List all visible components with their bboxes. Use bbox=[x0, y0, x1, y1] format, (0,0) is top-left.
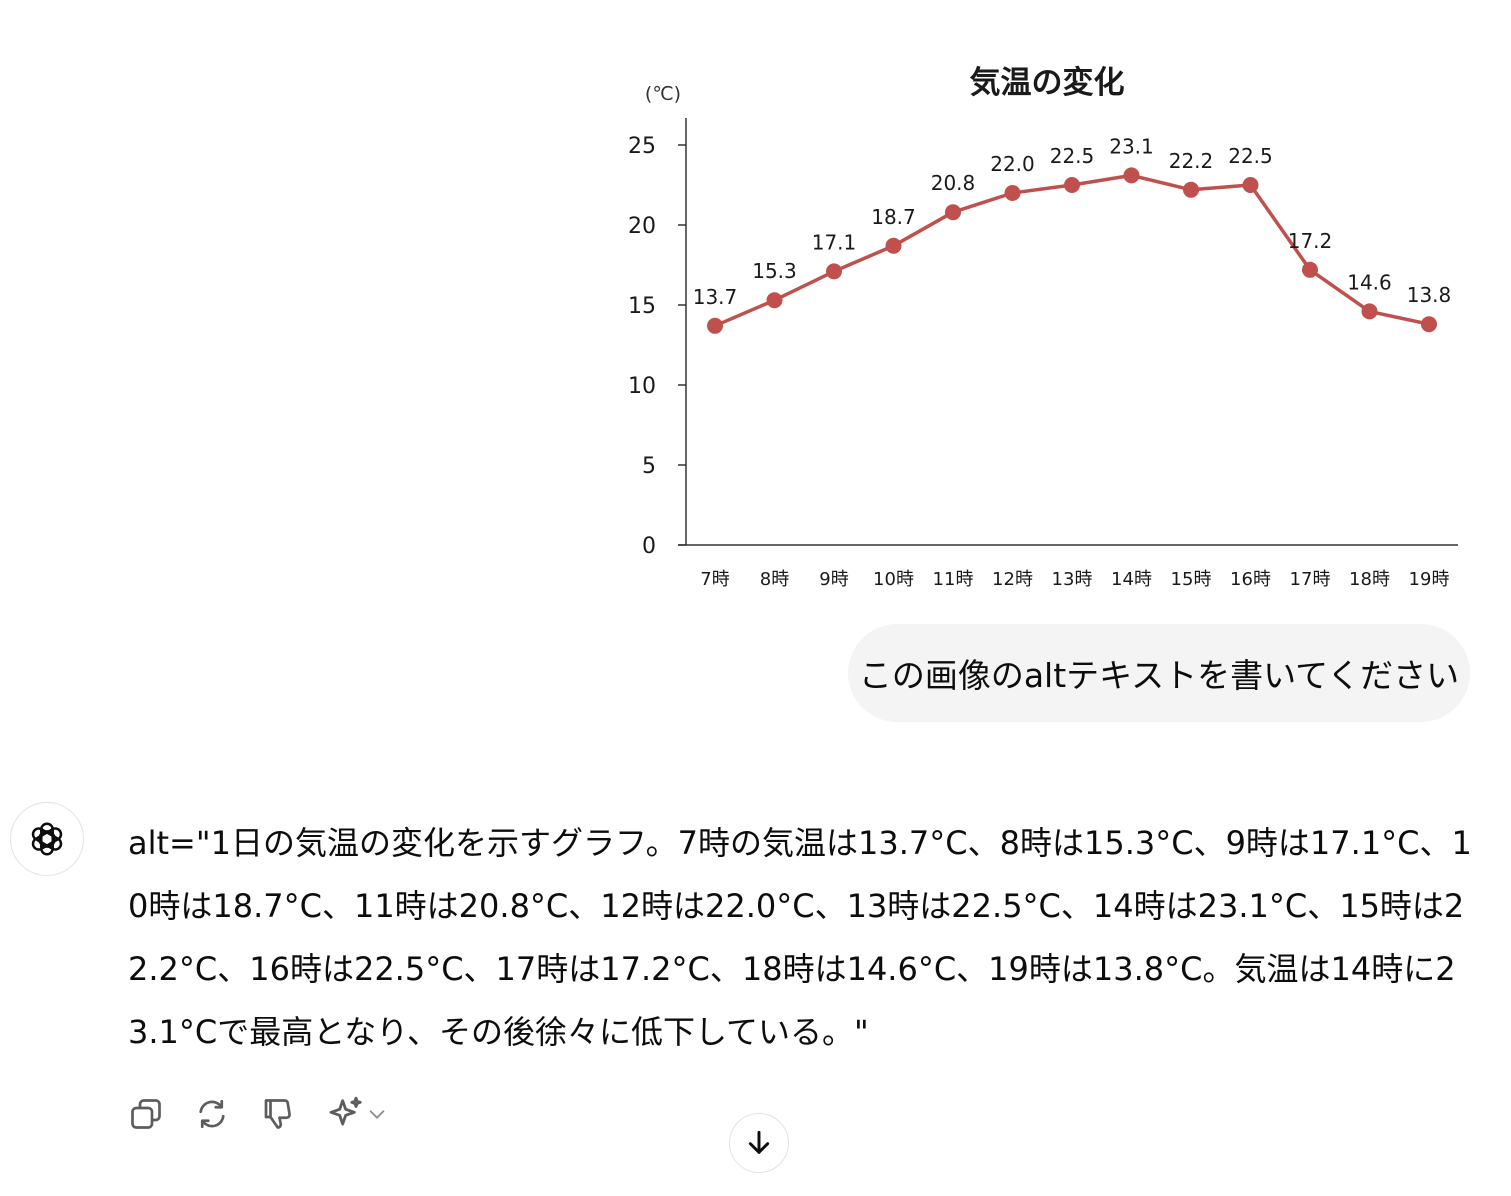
assistant-avatar bbox=[10, 802, 84, 876]
copy-icon bbox=[131, 1099, 161, 1129]
data-label: 20.8 bbox=[931, 171, 976, 195]
data-point bbox=[1302, 261, 1318, 278]
sparkle-icon bbox=[329, 1096, 362, 1126]
data-label: 14.6 bbox=[1347, 270, 1392, 294]
data-label: 23.1 bbox=[1109, 134, 1154, 158]
x-tick-label: 13時 bbox=[1052, 569, 1093, 590]
data-label: 18.7 bbox=[871, 205, 916, 229]
chevron-down-icon bbox=[369, 1110, 385, 1119]
x-tick-label: 12時 bbox=[992, 569, 1033, 590]
x-tick-label: 8時 bbox=[760, 569, 789, 590]
y-tick-label: 15 bbox=[628, 294, 656, 319]
data-point bbox=[826, 263, 842, 280]
copy-button[interactable] bbox=[124, 1092, 168, 1136]
y-tick-label: 25 bbox=[628, 134, 656, 159]
data-point bbox=[1361, 303, 1378, 320]
data-point bbox=[707, 317, 723, 334]
data-points bbox=[707, 167, 1437, 334]
data-labels: 13.7 15.3 17.1 18.7 20.8 22.0 22.5 23.1 22.2 22.5… bbox=[693, 134, 1452, 308]
data-point bbox=[1004, 185, 1021, 201]
message-actions bbox=[124, 1092, 414, 1136]
x-tick-label: 11時 bbox=[933, 569, 974, 590]
data-label: 22.5 bbox=[1050, 144, 1095, 168]
data-label: 15.3 bbox=[752, 259, 797, 283]
y-tick-label: 0 bbox=[642, 534, 656, 559]
y-axis-ticks: 0 5 10 15 20 25 bbox=[628, 134, 686, 559]
data-label: 13.7 bbox=[693, 285, 738, 309]
data-label: 22.0 bbox=[990, 152, 1035, 176]
x-tick-label: 7時 bbox=[700, 569, 729, 590]
assistant-message: alt="1日の気温の変化を示すグラフ。7時の気温は13.7°C、8時は15.3… bbox=[128, 824, 1472, 1051]
switch-model-button[interactable] bbox=[322, 1092, 392, 1136]
refresh-icon bbox=[199, 1099, 225, 1129]
data-label: 13.8 bbox=[1407, 283, 1452, 307]
x-tick-label: 15時 bbox=[1171, 569, 1212, 590]
data-point bbox=[1064, 177, 1080, 193]
data-point bbox=[945, 204, 961, 221]
data-point bbox=[766, 292, 783, 309]
attached-chart-image[interactable]: 気温の変化 (℃) 0 5 10 15 20 25 7時 8時 9時 10時 11時 12時 13時 1… bbox=[600, 48, 1480, 608]
user-message-bubble: この画像のaltテキストを書いてください bbox=[848, 624, 1470, 722]
scroll-to-bottom-button[interactable] bbox=[729, 1113, 789, 1173]
data-point bbox=[1421, 316, 1437, 333]
x-tick-label: 14時 bbox=[1111, 569, 1152, 590]
data-point bbox=[1183, 181, 1199, 198]
dislike-button[interactable] bbox=[256, 1092, 300, 1136]
data-label: 17.2 bbox=[1288, 229, 1333, 253]
chart-title: 気温の変化 bbox=[970, 65, 1125, 101]
x-tick-label: 18時 bbox=[1349, 569, 1390, 590]
y-tick-label: 5 bbox=[642, 454, 656, 479]
thumbs-down-icon bbox=[264, 1099, 291, 1129]
openai-logo-icon bbox=[31, 822, 63, 856]
x-tick-label: 19時 bbox=[1409, 569, 1450, 590]
y-tick-label: 10 bbox=[628, 374, 656, 399]
y-tick-label: 20 bbox=[628, 214, 656, 239]
arrow-down-icon bbox=[748, 1130, 770, 1154]
data-label: 22.5 bbox=[1228, 144, 1273, 168]
x-tick-label: 10時 bbox=[873, 569, 914, 590]
data-label: 17.1 bbox=[812, 230, 857, 254]
data-label: 22.2 bbox=[1169, 149, 1214, 173]
temperature-line-chart: 気温の変化 (℃) 0 5 10 15 20 25 7時 8時 9時 10時 11時 12時 13時 1… bbox=[628, 65, 1458, 590]
y-axis-unit-label: (℃) bbox=[645, 83, 681, 105]
data-point bbox=[1242, 177, 1259, 193]
data-point bbox=[1123, 167, 1140, 184]
data-point bbox=[885, 237, 902, 254]
x-tick-label: 17時 bbox=[1290, 569, 1331, 590]
regenerate-button[interactable] bbox=[190, 1092, 234, 1136]
x-tick-label: 9時 bbox=[819, 569, 848, 590]
x-tick-label: 16時 bbox=[1230, 569, 1271, 590]
x-axis-ticks: 7時 8時 9時 10時 11時 12時 13時 14時 15時 16時 17時 18時 19時 bbox=[700, 569, 1449, 590]
